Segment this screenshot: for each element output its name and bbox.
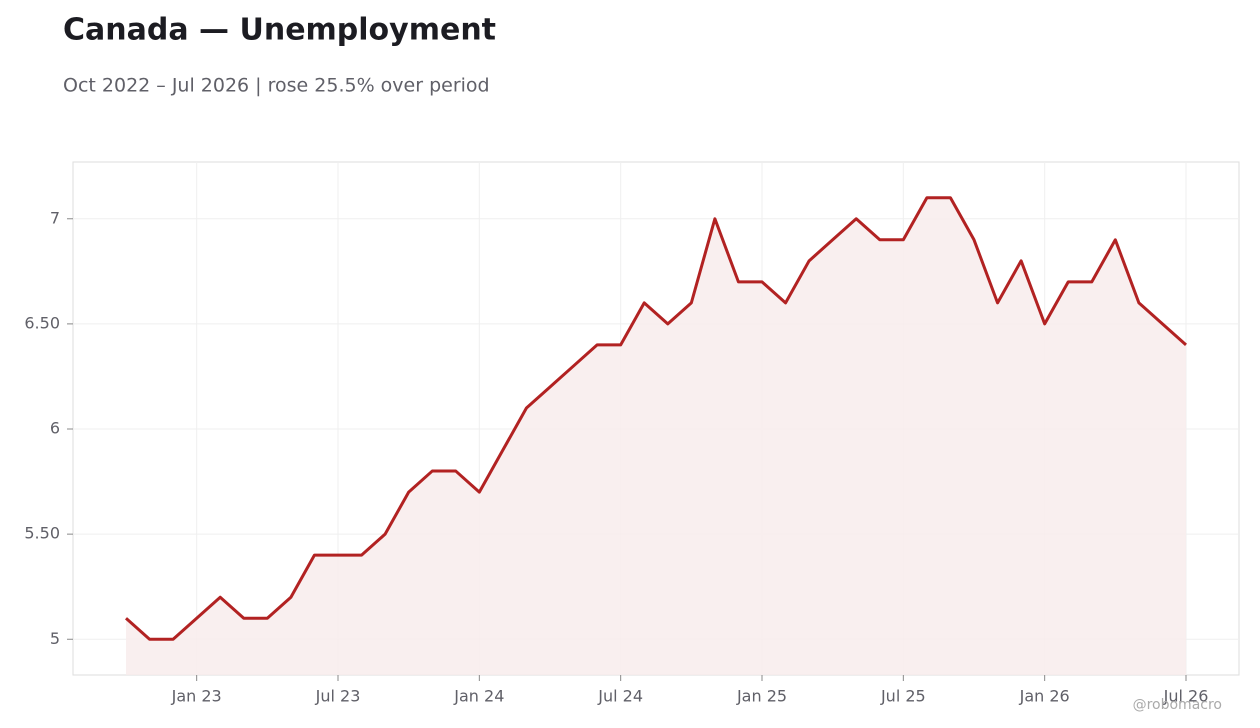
y-tick-label: 6 (50, 419, 60, 438)
y-tick-label: 5 (50, 629, 60, 648)
x-tick-label: Jul 23 (315, 687, 361, 706)
chart-subtitle: Oct 2022 – Jul 2026 | rose 25.5% over pe… (63, 75, 490, 97)
x-tick-label: Jan 25 (736, 687, 787, 706)
x-tick-label: Jul 24 (597, 687, 643, 706)
x-tick-label: Jul 25 (880, 687, 926, 706)
y-tick-label: 6.50 (24, 313, 60, 332)
watermark: @robomacro (1133, 697, 1222, 713)
x-tick-label: Jan 23 (171, 687, 222, 706)
chart-title: Canada — Unemployment (63, 13, 496, 48)
x-tick-label: Jan 26 (1019, 687, 1070, 706)
x-tick-label: Jan 24 (453, 687, 504, 706)
line (125, 196, 1187, 641)
y-tick-label: 7 (50, 208, 60, 227)
area (126, 197, 1186, 676)
marks (125, 196, 1187, 676)
x-tick-label: Jul 26 (1163, 687, 1209, 706)
y-tick-label: 5.50 (24, 524, 60, 543)
